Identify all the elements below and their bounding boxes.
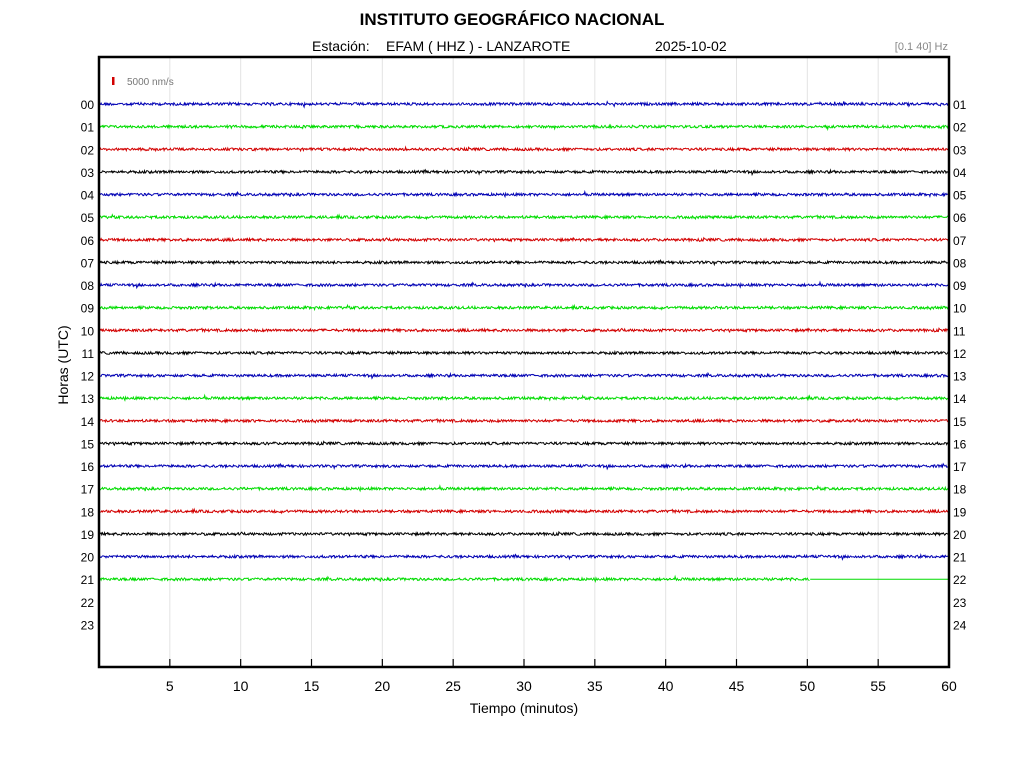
- y-tick-label-left: 10: [81, 324, 95, 338]
- trace-hour-06: [98, 236, 950, 243]
- chart-title: INSTITUTO GEOGRÁFICO NACIONAL: [359, 10, 665, 29]
- y-tick-label-left: 09: [81, 302, 95, 316]
- x-tick-label: 55: [870, 678, 886, 694]
- x-axis-label: Tiempo (minutos): [469, 700, 579, 716]
- trace-hour-11: [98, 349, 950, 356]
- y-tick-label-right: 23: [953, 596, 967, 610]
- trace-hour-02: [98, 145, 950, 153]
- y-tick-label-right: 16: [953, 437, 967, 451]
- x-tick-label: 20: [375, 678, 391, 694]
- y-tick-label-right: 17: [953, 460, 967, 474]
- trace-hour-07: [98, 259, 950, 267]
- trace-hour-13: [98, 393, 950, 402]
- x-tick-label: 60: [941, 678, 957, 694]
- trace-hour-08: [98, 280, 950, 290]
- y-tick-label-left: 07: [81, 256, 95, 270]
- station-name: EFAM ( HHZ ) - LANZAROTE: [386, 38, 571, 54]
- trace-hour-20: [98, 552, 950, 561]
- x-tick-label: 10: [233, 678, 249, 694]
- y-tick-label-right: 01: [953, 98, 967, 112]
- y-tick-label-right: 11: [953, 324, 966, 338]
- trace-hour-17: [98, 484, 950, 493]
- y-tick-label-left: 23: [81, 618, 95, 632]
- trace-hour-19: [98, 530, 950, 537]
- y-tick-label-right: 03: [953, 143, 967, 157]
- x-tick-label: 35: [587, 678, 603, 694]
- trace-hour-18: [98, 507, 950, 515]
- y-tick-label-right: 07: [953, 234, 967, 248]
- y-tick-label-right: 13: [953, 370, 967, 384]
- y-tick-label-left: 05: [81, 211, 95, 225]
- y-tick-label-left: 14: [81, 415, 95, 429]
- y-tick-label-right: 05: [953, 189, 967, 203]
- y-tick-label-right: 12: [953, 347, 967, 361]
- y-tick-label-right: 06: [953, 211, 967, 225]
- y-tick-label-left: 11: [82, 347, 95, 361]
- y-tick-label-left: 01: [81, 121, 95, 135]
- trace-hour-21: [98, 574, 810, 583]
- x-tick-label: 30: [516, 678, 532, 694]
- filter-band-label: [0.1 40] Hz: [894, 41, 948, 53]
- y-tick-label-right: 20: [953, 528, 967, 542]
- y-tick-label-right: 21: [953, 551, 967, 565]
- trace-hour-16: [98, 462, 950, 471]
- y-tick-label-left: 13: [81, 392, 95, 406]
- y-tick-label-left: 22: [81, 596, 95, 610]
- y-tick-label-left: 18: [81, 505, 95, 519]
- x-tick-label: 25: [445, 678, 461, 694]
- y-tick-label-left: 21: [81, 573, 95, 587]
- y-tick-label-right: 14: [953, 392, 967, 406]
- y-tick-label-right: 10: [953, 302, 967, 316]
- x-tick-label: 5: [166, 678, 174, 694]
- trace-hour-15: [98, 440, 950, 447]
- y-tick-label-left: 04: [81, 189, 95, 203]
- y-tick-label-right: 15: [953, 415, 967, 429]
- y-tick-label-left: 03: [81, 166, 95, 180]
- trace-hour-09: [98, 303, 950, 312]
- scale-label: 5000 nm/s: [127, 77, 174, 88]
- y-tick-label-right: 04: [953, 166, 967, 180]
- y-axis-label: Horas (UTC): [55, 325, 71, 405]
- y-tick-label-left: 08: [81, 279, 95, 293]
- y-tick-label-left: 19: [81, 528, 95, 542]
- trace-hour-04: [98, 189, 950, 199]
- trace-hour-12: [98, 371, 950, 380]
- x-tick-label: 40: [658, 678, 674, 694]
- y-tick-label-left: 02: [81, 143, 95, 157]
- y-tick-label-left: 15: [81, 437, 95, 451]
- y-tick-label-right: 02: [953, 121, 967, 135]
- y-tick-label-right: 09: [953, 279, 967, 293]
- x-tick-label: 45: [729, 678, 745, 694]
- trace-hour-03: [98, 168, 950, 177]
- y-tick-label-left: 06: [81, 234, 95, 248]
- y-tick-label-left: 20: [81, 551, 95, 565]
- y-tick-label-right: 08: [953, 256, 967, 270]
- y-tick-label-right: 18: [953, 483, 967, 497]
- trace-hour-10: [98, 327, 950, 334]
- station-label: Estación:: [312, 38, 370, 54]
- scale-bar: [112, 77, 115, 85]
- y-tick-label-right: 19: [953, 505, 967, 519]
- trace-hour-05: [98, 213, 950, 221]
- date-label: 2025-10-02: [655, 38, 727, 54]
- trace-hour-01: [98, 123, 950, 132]
- y-tick-label-left: 17: [81, 483, 95, 497]
- y-tick-label-right: 22: [953, 573, 967, 587]
- trace-hour-00: [98, 100, 950, 109]
- y-tick-label-left: 00: [81, 98, 95, 112]
- x-tick-label: 15: [304, 678, 320, 694]
- trace-hour-14: [98, 417, 949, 424]
- y-tick-label-right: 24: [953, 618, 967, 632]
- y-tick-label-left: 16: [81, 460, 95, 474]
- y-tick-label-left: 12: [81, 370, 95, 384]
- x-tick-label: 50: [800, 678, 816, 694]
